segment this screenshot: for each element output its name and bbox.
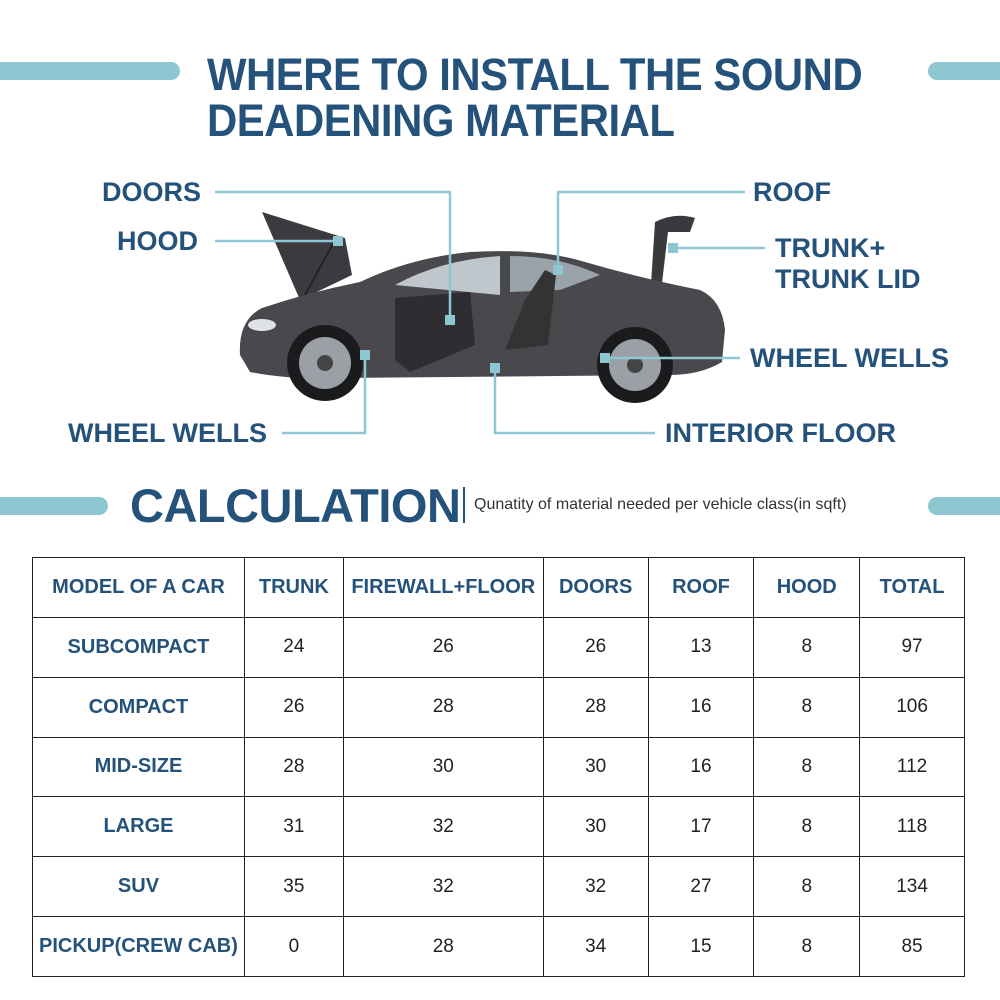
model-cell: MID-SIZE xyxy=(32,736,245,798)
table-row: COMPACT 26 28 28 16 8 106 xyxy=(32,676,965,738)
calculation-heading: CALCULATION xyxy=(130,479,461,532)
label-wheel-wells-right: WHEEL WELLS xyxy=(750,343,949,373)
value-cell: 85 xyxy=(859,916,965,977)
value-cell: 8 xyxy=(753,916,861,977)
model-cell: SUBCOMPACT xyxy=(32,616,245,678)
value-cell: 28 xyxy=(342,916,544,977)
divider xyxy=(463,487,465,523)
header-cell: HOOD xyxy=(753,557,861,618)
value-cell: 32 xyxy=(342,856,544,918)
header-cell: DOORS xyxy=(542,557,649,618)
value-cell: 31 xyxy=(243,796,344,858)
table-row: SUV 35 32 32 27 8 134 xyxy=(32,856,965,918)
model-cell: LARGE xyxy=(32,796,245,858)
value-cell: 106 xyxy=(859,676,965,738)
value-cell: 35 xyxy=(243,856,344,918)
label-wheel-wells-left: WHEEL WELLS xyxy=(68,418,267,448)
value-cell: 13 xyxy=(647,616,755,678)
value-cell: 26 xyxy=(542,616,649,678)
label-hood: HOOD xyxy=(117,226,198,256)
model-cell: COMPACT xyxy=(32,676,245,738)
value-cell: 34 xyxy=(542,916,649,977)
value-cell: 28 xyxy=(342,676,544,738)
label-interior-floor: INTERIOR FLOOR xyxy=(665,418,896,448)
table-row: LARGE 31 32 30 17 8 118 xyxy=(32,796,965,858)
decor-bar-right-top xyxy=(928,62,1000,80)
value-cell: 28 xyxy=(542,676,649,738)
value-cell: 26 xyxy=(342,616,544,678)
value-cell: 134 xyxy=(859,856,965,918)
value-cell: 8 xyxy=(753,856,861,918)
value-cell: 97 xyxy=(859,616,965,678)
header-cell: ROOF xyxy=(647,557,755,618)
value-cell: 28 xyxy=(243,736,344,798)
calculation-subtitle: Qunatity of material needed per vehicle … xyxy=(474,496,847,513)
header-cell: MODEL OF A CAR xyxy=(32,557,245,618)
page-title: WHERE TO INSTALL THE SOUND DEADENING MATE… xyxy=(207,49,863,146)
value-cell: 16 xyxy=(647,736,755,798)
table-row: PICKUP(CREW CAB) 0 28 34 15 8 85 xyxy=(32,916,965,977)
table-row: MID-SIZE 28 30 30 16 8 112 xyxy=(32,736,965,798)
value-cell: 0 xyxy=(243,916,344,977)
value-cell: 32 xyxy=(342,796,544,858)
value-cell: 30 xyxy=(542,796,649,858)
model-cell: PICKUP(CREW CAB) xyxy=(32,916,245,977)
label-trunk: TRUNK+ TRUNK LID xyxy=(775,233,921,294)
header-cell: FIREWALL+FLOOR xyxy=(342,557,544,618)
value-cell: 8 xyxy=(753,616,861,678)
label-roof: ROOF xyxy=(753,177,831,207)
value-cell: 8 xyxy=(753,736,861,798)
table-row: SUBCOMPACT 24 26 26 13 8 97 xyxy=(32,616,965,678)
value-cell: 32 xyxy=(542,856,649,918)
decor-bar-right-calc xyxy=(928,497,1000,515)
value-cell: 24 xyxy=(243,616,344,678)
callout-lines xyxy=(215,190,765,435)
value-cell: 118 xyxy=(859,796,965,858)
material-table: MODEL OF A CAR TRUNK FIREWALL+FLOOR DOOR… xyxy=(32,557,965,977)
value-cell: 26 xyxy=(243,676,344,738)
value-cell: 112 xyxy=(859,736,965,798)
car-illustration xyxy=(239,212,725,403)
decor-bar-left-calc xyxy=(0,497,108,515)
car-diagram xyxy=(215,190,765,435)
label-doors: DOORS xyxy=(102,177,202,207)
table-header-row: MODEL OF A CAR TRUNK FIREWALL+FLOOR DOOR… xyxy=(32,557,965,618)
header-cell: TOTAL xyxy=(859,557,965,618)
value-cell: 17 xyxy=(647,796,755,858)
value-cell: 15 xyxy=(647,916,755,977)
model-cell: SUV xyxy=(32,856,245,918)
header-cell: TRUNK xyxy=(243,557,344,618)
callout-markers xyxy=(333,236,678,373)
value-cell: 30 xyxy=(542,736,649,798)
value-cell: 16 xyxy=(647,676,755,738)
value-cell: 8 xyxy=(753,676,861,738)
decor-bar-left-top xyxy=(0,62,180,80)
value-cell: 30 xyxy=(342,736,544,798)
value-cell: 8 xyxy=(753,796,861,858)
value-cell: 27 xyxy=(647,856,755,918)
